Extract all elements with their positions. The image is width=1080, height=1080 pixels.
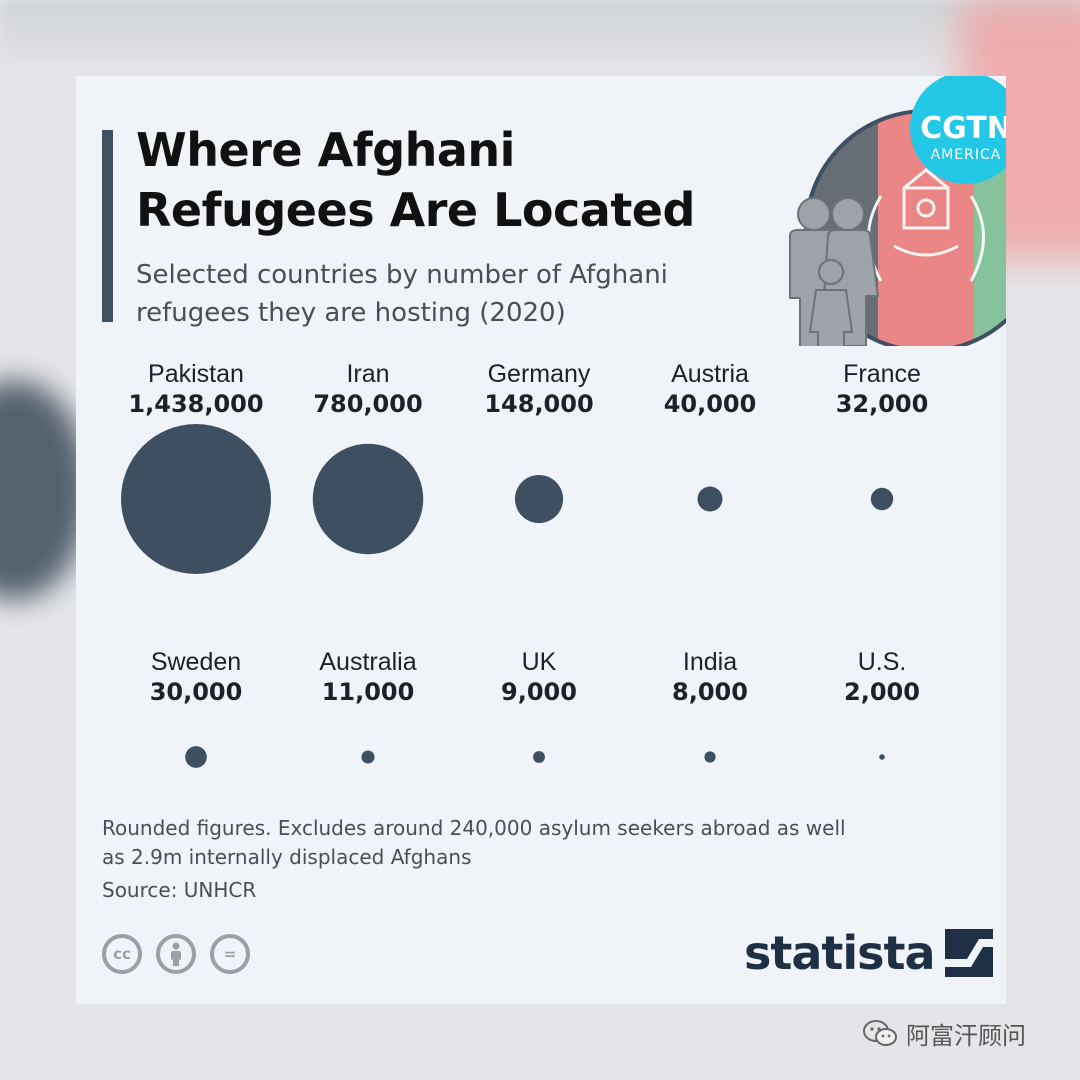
- bubble-pakistan: [121, 424, 271, 574]
- bubble-sweden: [185, 746, 207, 768]
- country-label-sweden: Sweden: [150, 648, 242, 676]
- afghan-flag-family-icon: CGTN AMERICA: [789, 76, 1006, 353]
- bubble-india: [704, 751, 716, 763]
- bubble-australia: [361, 750, 375, 764]
- country-label-australia: Australia: [319, 648, 417, 676]
- statista-logo-icon: [944, 929, 993, 977]
- value-label-sweden: 30,000: [149, 678, 243, 706]
- country-label-u-s: U.S.: [857, 648, 907, 676]
- statista-brand: statista: [744, 926, 993, 980]
- watermark-text: 阿富汗顾问: [906, 1022, 1026, 1050]
- wechat-icon: [863, 1019, 897, 1046]
- statista-wordmark: statista: [744, 926, 936, 980]
- cgtn-logo-subtext: AMERICA: [931, 147, 1002, 163]
- country-label-france: France: [843, 360, 921, 388]
- value-label-pakistan: 1,438,000: [128, 390, 264, 418]
- license-icons: cc =: [102, 934, 250, 974]
- country-label-iran: Iran: [346, 360, 390, 388]
- country-label-germany: Germany: [487, 360, 591, 388]
- background-blur-top: [0, 0, 1080, 75]
- bubble-austria: [697, 486, 723, 512]
- cgtn-logo: CGTN AMERICA: [776, 76, 1006, 353]
- country-label-austria: Austria: [671, 360, 749, 388]
- refugee-bubble-chart: Pakistan 1,438,000 Iran 780,000 Germany 148,0…: [76, 76, 1006, 816]
- attribution-person-icon: [156, 934, 196, 974]
- value-label-iran: 780,000: [313, 390, 423, 418]
- value-label-france: 32,000: [835, 390, 929, 418]
- wechat-watermark: 阿富汗顾问: [862, 1016, 1026, 1051]
- title-accent-bar: [102, 130, 113, 322]
- cc-icon: cc: [102, 934, 142, 974]
- page-subtitle: Selected countries by number of Afghani …: [136, 260, 668, 328]
- bubble-france: [870, 487, 894, 511]
- country-label-pakistan: Pakistan: [148, 360, 244, 388]
- bubble-layer: [121, 424, 894, 768]
- country-label-uk: UK: [521, 648, 557, 676]
- infographic-card: Where Afghani Refugees Are Located Selec…: [76, 76, 1006, 1004]
- value-label-india: 8,000: [672, 678, 748, 706]
- value-label-germany: 148,000: [484, 390, 594, 418]
- footnote: Rounded figures. Excludes around 240,000…: [102, 816, 846, 869]
- bubble-uk: [533, 751, 545, 763]
- value-label-austria: 40,000: [663, 390, 757, 418]
- bubble-u-s: [879, 754, 885, 760]
- value-label-u-s: 2,000: [844, 678, 920, 706]
- source-label: Source: UNHCR: [102, 878, 257, 902]
- country-label-india: India: [682, 648, 738, 676]
- page-title: Where Afghani Refugees Are Located: [136, 123, 695, 237]
- cgtn-logo-text: CGTN: [920, 111, 1006, 146]
- bubble-germany: [514, 474, 564, 524]
- value-label-australia: 11,000: [321, 678, 415, 706]
- bubble-iran: [312, 443, 424, 555]
- no-derivatives-icon: =: [210, 934, 250, 974]
- value-label-uk: 9,000: [501, 678, 577, 706]
